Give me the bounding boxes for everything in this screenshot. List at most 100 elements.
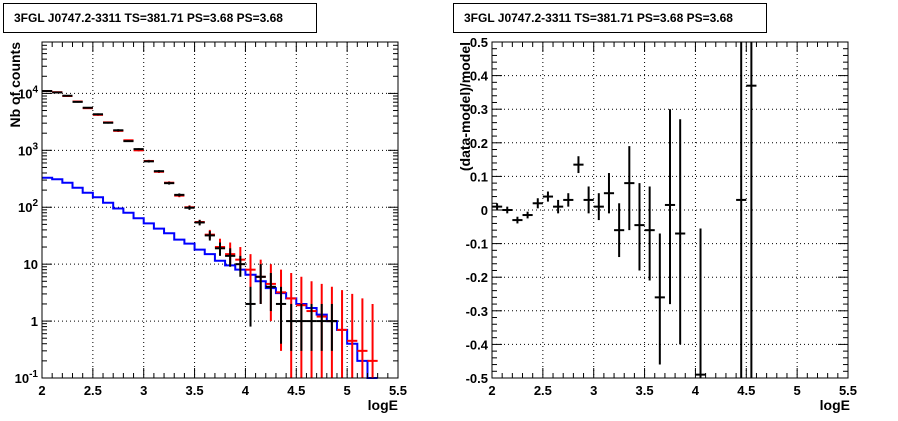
- residual-point: [736, 42, 747, 378]
- residual-point: [522, 211, 533, 219]
- residual-point: [512, 216, 523, 224]
- residual-point: [695, 228, 706, 378]
- x-tick-label: 3: [590, 383, 597, 398]
- y-tick-label: -0.5: [466, 371, 488, 386]
- residual-point: [664, 109, 676, 305]
- x-tick-label: 5.5: [839, 383, 857, 398]
- x-tick-label: 2.5: [84, 383, 102, 398]
- black-data-point: [245, 286, 256, 327]
- black-data-point: [92, 113, 104, 116]
- residual-point: [614, 203, 625, 258]
- black-data-point: [42, 90, 53, 93]
- residual-point: [654, 233, 665, 365]
- y-tick-label: 0.2: [470, 136, 488, 151]
- black-data-point: [164, 181, 175, 185]
- red-data-point: [336, 290, 348, 378]
- x-tick-label: 3.5: [186, 383, 204, 398]
- x-tick-label: 4.5: [737, 383, 755, 398]
- y-tick-label: 0.5: [470, 35, 488, 50]
- residual-point: [563, 193, 574, 207]
- count-spectrum-title: 3FGL J0747.2-3311 TS=381.71 PS=3.68 PS=3…: [3, 3, 317, 33]
- x-tick-label: 5: [794, 383, 801, 398]
- black-data-point: [204, 231, 215, 241]
- residual-point: [603, 173, 615, 214]
- residual-point: [553, 199, 564, 214]
- x-tick-label: 4.5: [287, 383, 305, 398]
- black-data-point: [194, 219, 205, 226]
- black-data-point: [255, 264, 266, 304]
- y-tick-label: -0.3: [466, 304, 488, 319]
- model-histogram-line: [42, 176, 378, 379]
- black-data-point: [123, 140, 134, 143]
- residuals-y-title: (data-model)/model: [457, 42, 473, 171]
- count-spectrum-grid: [42, 42, 398, 378]
- residual-point: [542, 191, 554, 202]
- x-tick-label: 5: [344, 383, 351, 398]
- y-tick-label: 10: [24, 257, 38, 272]
- black-data-point: [225, 248, 236, 267]
- black-data-point: [174, 193, 185, 197]
- count-spectrum-x-title: logE: [368, 397, 398, 413]
- red-data-point: [367, 303, 378, 378]
- black-data-point: [153, 170, 165, 173]
- black-data-point: [103, 121, 114, 124]
- x-tick-label: 2.5: [534, 383, 552, 398]
- count-spectrum-axes: 2 2.5 3 3.5 4 4.5 5 5.5 10-1 1 10 102 103 104: [15, 42, 407, 398]
- y-tick-label: 0: [481, 203, 488, 218]
- residual-point: [644, 186, 655, 281]
- x-tick-label: 3.5: [636, 383, 654, 398]
- y-tick-label: -0.1: [466, 237, 488, 252]
- y-tick-label: 102: [18, 198, 38, 215]
- count-spectrum-frame: [41, 41, 399, 379]
- residuals-axes: 2 2.5 3 3.5 4 4.5 5 5.5 -0.5 -0.4 -0.3 -0.2 -0.1 0 0.1…: [466, 35, 857, 398]
- residual-point: [675, 119, 686, 345]
- residual-point: [624, 146, 635, 231]
- x-tick-label: 4: [242, 383, 250, 398]
- y-tick-label: 10-1: [15, 369, 39, 386]
- black-data-point: [143, 160, 154, 163]
- black-data-point: [326, 303, 337, 351]
- black-data-point: [214, 242, 226, 256]
- y-tick-label: 104: [18, 84, 38, 101]
- x-tick-label: 4: [692, 383, 700, 398]
- black-data-point: [62, 94, 73, 97]
- black-data-point: [275, 286, 287, 344]
- y-tick-label: 1: [31, 314, 38, 329]
- residuals-title: 3FGL J0747.2-3311 TS=381.71 PS=3.68 PS=3…: [453, 3, 767, 33]
- count-spectrum-black-points: [42, 90, 337, 351]
- black-data-point: [306, 303, 317, 351]
- residual-point: [532, 198, 543, 209]
- residuals-grid: [492, 42, 848, 378]
- x-tick-label: 2: [38, 383, 45, 398]
- residual-point: [593, 193, 604, 221]
- black-data-point: [72, 100, 83, 103]
- red-data-point: [347, 293, 358, 378]
- count-spectrum-chart: 2 2.5 3 3.5 4 4.5 5 5.5 10-1 1 10 102 103 104 logE Nb…: [7, 41, 407, 413]
- residual-point: [492, 203, 503, 210]
- y-tick-label: -0.2: [466, 270, 488, 285]
- residual-point: [583, 186, 594, 214]
- y-tick-label: -0.4: [466, 337, 489, 352]
- residual-point: [746, 42, 757, 378]
- black-data-point: [113, 129, 124, 132]
- black-data-point: [265, 272, 276, 312]
- black-data-point: [82, 106, 93, 109]
- residuals-x-title: logE: [820, 397, 850, 413]
- residuals-chart: 2 2.5 3 3.5 4 4.5 5 5.5 -0.5 -0.4 -0.3 -0.2 -0.1 0 0.1…: [457, 35, 857, 413]
- black-data-point: [286, 303, 297, 351]
- count-spectrum-model-histogram: [42, 176, 378, 379]
- black-data-point: [316, 303, 327, 351]
- y-tick-label: 0.4: [470, 69, 489, 84]
- y-tick-label: 103: [18, 141, 38, 158]
- count-spectrum-y-title: Nb of counts: [7, 42, 23, 128]
- x-tick-label: 3: [140, 383, 147, 398]
- residuals-points: [492, 42, 757, 378]
- black-data-point: [52, 91, 63, 94]
- black-data-point: [296, 303, 307, 351]
- red-data-point: [357, 298, 368, 378]
- black-data-point: [235, 255, 246, 277]
- x-tick-label: 2: [488, 383, 495, 398]
- residual-point: [502, 206, 513, 214]
- y-tick-label: 0.3: [470, 102, 488, 117]
